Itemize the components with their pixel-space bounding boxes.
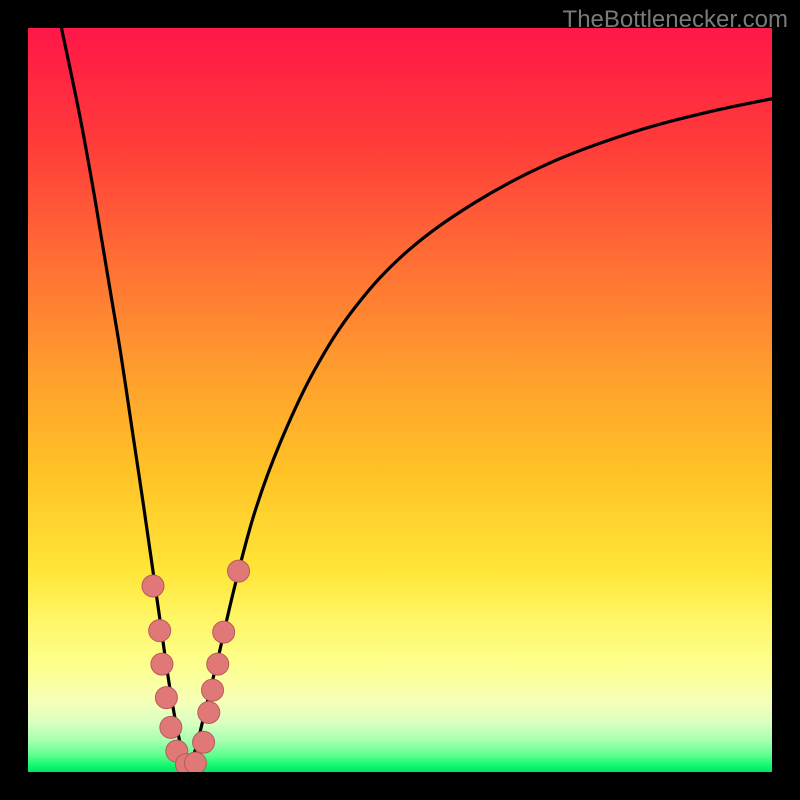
data-marker [193, 731, 215, 753]
chart-background [28, 28, 772, 772]
chart-svg [0, 0, 800, 800]
data-marker [151, 653, 173, 675]
data-marker [202, 679, 224, 701]
data-marker [184, 752, 206, 774]
data-marker [207, 653, 229, 675]
data-marker [213, 621, 235, 643]
data-marker [228, 560, 250, 582]
data-marker [149, 620, 171, 642]
data-marker [198, 701, 220, 723]
data-marker [160, 716, 182, 738]
data-marker [155, 687, 177, 709]
watermark-text: TheBottlenecker.com [563, 6, 788, 34]
data-marker [142, 575, 164, 597]
bottleneck-chart: TheBottlenecker.com [0, 0, 800, 800]
